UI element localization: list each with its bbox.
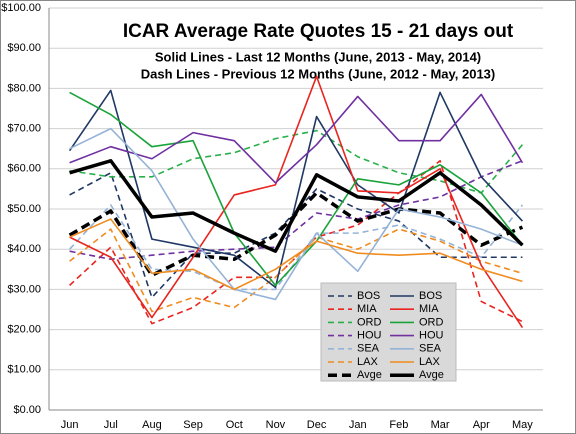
series-line <box>69 159 524 253</box>
x-tick-label: Jul <box>104 419 118 431</box>
y-tick-label: $90.00 <box>7 42 41 54</box>
legend-label: BOS <box>357 290 380 302</box>
x-tick-label: Feb <box>389 419 408 431</box>
x-tick-label: Apr <box>473 419 490 431</box>
y-tick-label: $70.00 <box>7 123 41 135</box>
chart-subtitle: Solid Lines - Last 12 Months (June, 2013… <box>155 49 481 64</box>
series-line <box>69 93 524 184</box>
series-line <box>68 204 524 291</box>
x-tick-label: Jan <box>349 419 367 431</box>
legend-label: MIA <box>357 303 377 315</box>
x-tick-label: Dec <box>307 419 327 431</box>
y-tick-label: $60.00 <box>7 163 41 175</box>
y-tick-label: $20.00 <box>7 324 41 336</box>
x-tick-label: Aug <box>142 419 162 431</box>
legend-label: Avge <box>419 369 444 381</box>
chart-title: ICAR Average Rate Quotes 15 - 21 days ou… <box>123 21 514 42</box>
series-line <box>69 129 524 194</box>
legend-label: LAX <box>357 356 378 368</box>
legend-label: SEA <box>357 343 380 355</box>
x-tick-label: Jun <box>61 419 79 431</box>
legend-label: LAX <box>419 356 440 368</box>
series-line <box>69 228 523 313</box>
x-tick-label: May <box>512 419 533 431</box>
x-tick-label: Oct <box>226 419 243 431</box>
y-tick-label: $40.00 <box>7 243 41 255</box>
y-tick-label: $0.00 <box>13 404 41 416</box>
y-tick-label: $30.00 <box>7 283 41 295</box>
x-tick-label: Mar <box>431 419 450 431</box>
y-tick-label: $80.00 <box>7 82 41 94</box>
legend-label: Avge <box>357 369 382 381</box>
y-tick-label: $50.00 <box>7 203 41 215</box>
series-line <box>68 89 524 289</box>
legend-label: SEA <box>419 343 442 355</box>
legend-label: ORD <box>419 316 444 328</box>
chart-subtitle: Dash Lines - Previous 12 Months (June, 2… <box>141 66 496 81</box>
legend-box <box>320 282 457 382</box>
series-line <box>69 160 523 261</box>
series-line <box>69 127 523 301</box>
legend-label: HOU <box>419 330 444 342</box>
y-tick-label: $10.00 <box>7 364 41 376</box>
y-tick-label: $100.00 <box>1 2 41 14</box>
series-line <box>69 75 524 329</box>
legend-label: MIA <box>419 303 439 315</box>
series-line <box>69 218 523 291</box>
x-tick-label: Nov <box>266 419 286 431</box>
legend-label: ORD <box>357 316 382 328</box>
x-tick-label: Sep <box>183 419 203 431</box>
legend-label: HOU <box>357 330 382 342</box>
series-line <box>69 91 524 287</box>
legend-label: BOS <box>419 290 442 302</box>
